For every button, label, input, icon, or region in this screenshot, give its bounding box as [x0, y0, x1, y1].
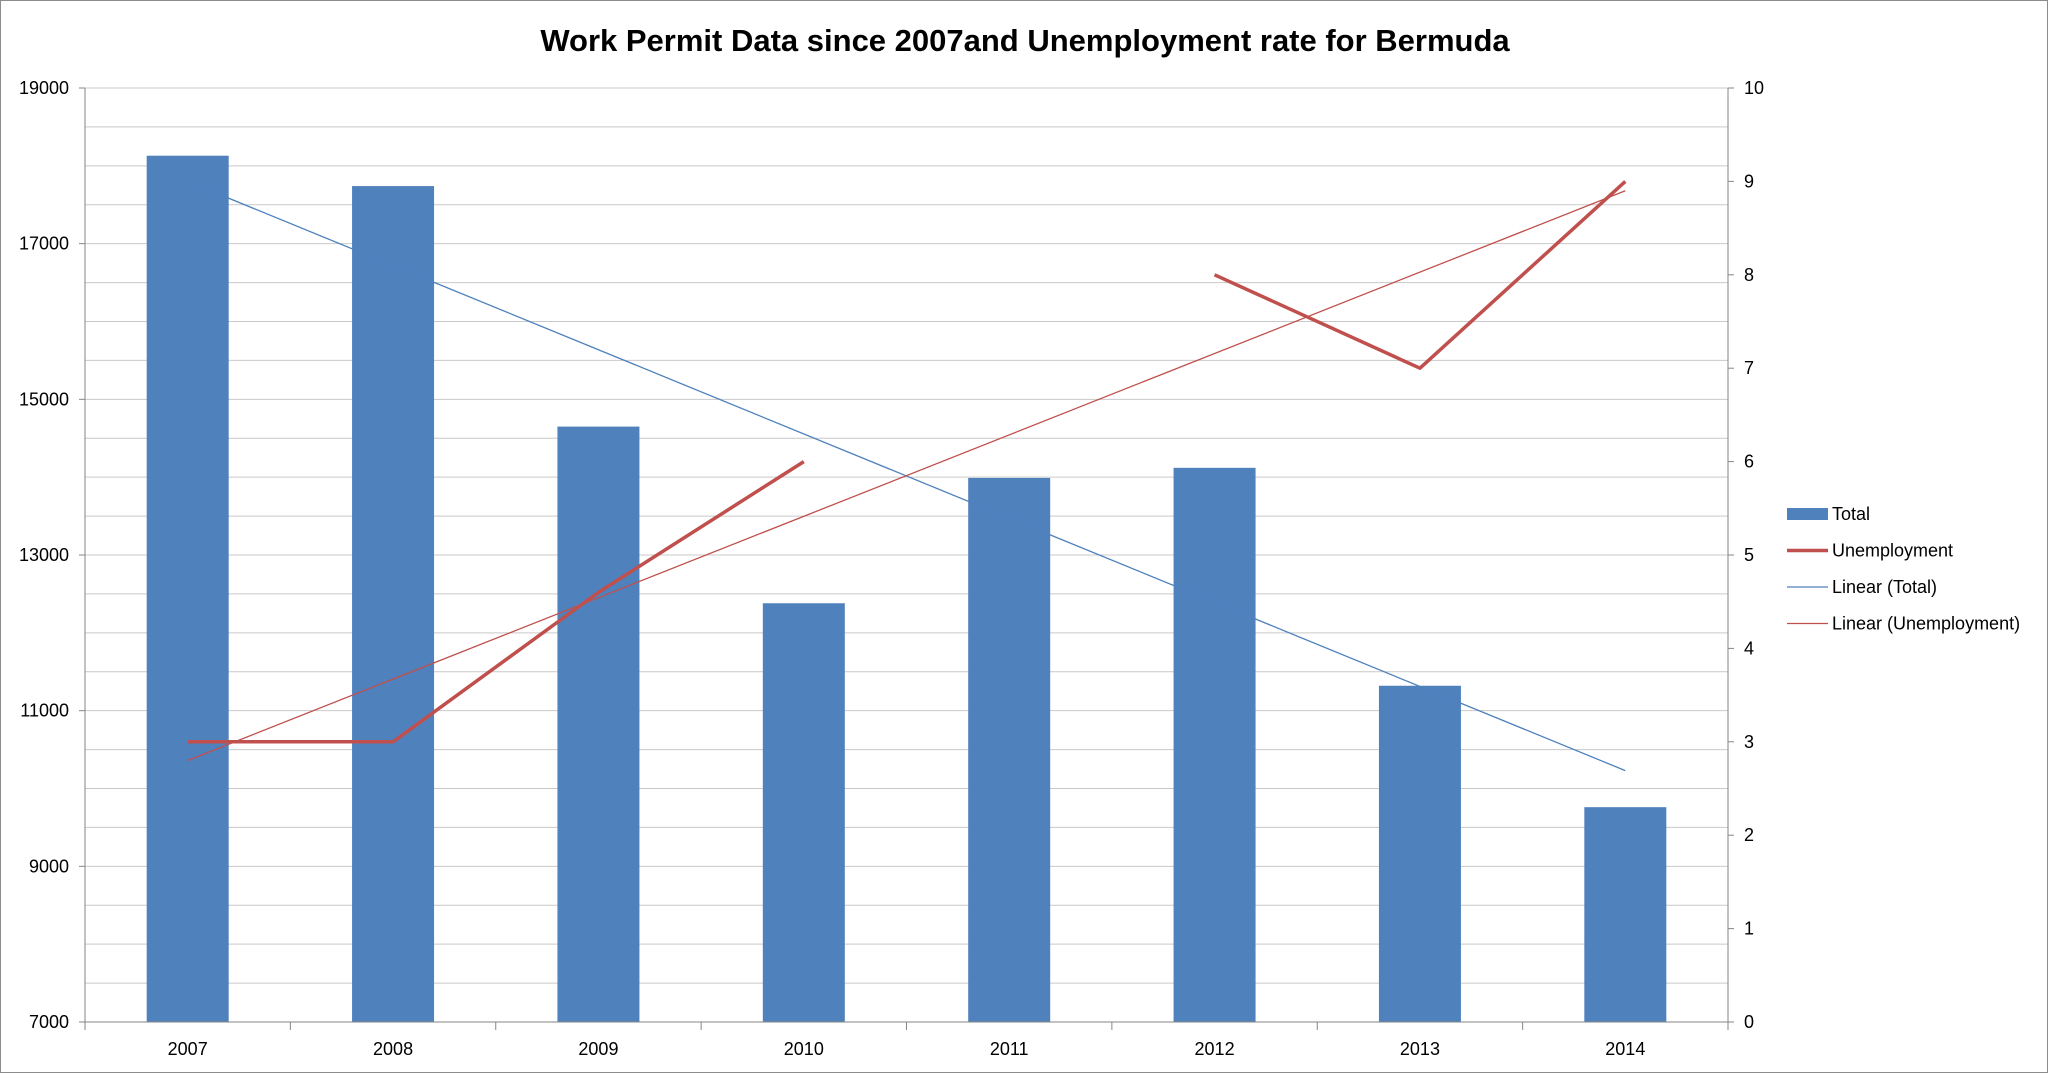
right-tick-label: 7	[1744, 358, 1754, 378]
legend-label: Linear (Unemployment)	[1832, 614, 2020, 634]
x-tick-label: 2013	[1400, 1039, 1440, 1059]
axes: 7000 9000 11000 13000 15000 17000 19000 0 1 2 3 4 5 6…	[19, 78, 1764, 1059]
right-tick-label: 5	[1744, 545, 1754, 565]
legend-item: Linear (Total)	[1787, 577, 1937, 597]
left-tick-label: 9000	[29, 856, 69, 876]
left-tick-label: 7000	[29, 1012, 69, 1032]
left-tick-label: 15000	[19, 389, 69, 409]
legend-swatch-bar	[1787, 508, 1828, 520]
legend-item: Linear (Unemployment)	[1787, 614, 2020, 634]
x-tick-label: 2008	[373, 1039, 413, 1059]
left-tick-label: 17000	[19, 234, 69, 254]
x-tick-label: 2014	[1605, 1039, 1645, 1059]
bar-total-2010	[762, 603, 845, 1022]
x-tick-label: 2011	[990, 1039, 1029, 1059]
unemployment-line-segment	[187, 460, 805, 744]
bar-total-2011	[968, 477, 1051, 1022]
left-tick-label: 19000	[19, 78, 69, 98]
x-tick-label: 2007	[168, 1039, 208, 1059]
legend-label: Linear (Total)	[1832, 577, 1937, 597]
legend-item: Total	[1787, 504, 1870, 524]
left-tick-label: 11000	[20, 701, 69, 721]
bars-total	[146, 155, 1667, 1023]
right-tick-label: 0	[1744, 1012, 1754, 1032]
right-tick-label: 9	[1744, 171, 1754, 191]
trendline-linear-unemployment-	[187, 190, 1626, 762]
right-tick-label: 2	[1744, 825, 1754, 845]
x-tick-label: 2010	[784, 1039, 824, 1059]
right-tick-label: 6	[1744, 452, 1754, 472]
bar-total-2014	[1584, 807, 1667, 1022]
left-tick-label: 13000	[19, 545, 69, 565]
bar-total-2012	[1173, 467, 1256, 1022]
legend-item: Unemployment	[1787, 541, 1953, 561]
x-tick-label: 2009	[578, 1039, 618, 1059]
legend-label: Unemployment	[1832, 541, 1953, 561]
lines	[187, 180, 1627, 772]
legend-label: Total	[1832, 504, 1870, 524]
legend: Total Unemployment Linear (Total) Linear (U…	[1787, 504, 2020, 634]
right-tick-label: 8	[1744, 265, 1754, 285]
bar-total-2013	[1378, 685, 1461, 1022]
right-tick-label: 3	[1744, 732, 1754, 752]
right-tick-label: 10	[1744, 78, 1764, 98]
bar-total-2009	[557, 426, 640, 1022]
chart-title: Work Permit Data since 2007and Unemploym…	[540, 23, 1510, 58]
bar-total-2008	[352, 186, 435, 1022]
right-tick-label: 4	[1744, 638, 1754, 658]
right-tick-label: 1	[1744, 919, 1754, 939]
bar-total-2007	[146, 155, 229, 1023]
unemployment-line-segment	[1213, 180, 1627, 370]
x-tick-label: 2012	[1195, 1039, 1235, 1059]
gridlines	[85, 87, 1728, 984]
